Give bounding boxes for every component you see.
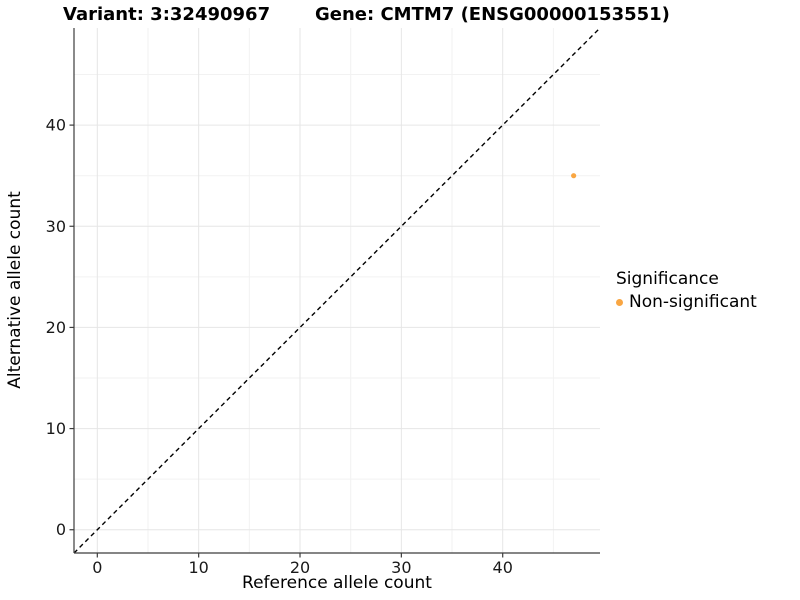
y-tick-label: 40 xyxy=(46,116,66,135)
x-tick-label: 20 xyxy=(290,558,310,577)
y-tick-label: 10 xyxy=(46,419,66,438)
x-tick-label: 10 xyxy=(188,558,208,577)
y-tick-label: 0 xyxy=(56,520,66,539)
y-tick-label: 20 xyxy=(46,318,66,337)
identity-line xyxy=(73,27,601,554)
plot-title-gene: Gene: CMTM7 (ENSG00000153551) xyxy=(315,4,670,25)
legend-title: Significance xyxy=(616,269,719,289)
x-tick-label: 0 xyxy=(92,558,102,577)
legend-item-label: Non-significant xyxy=(629,292,757,312)
x-axis-title: Reference allele count xyxy=(242,573,432,593)
legend-key-dot-icon xyxy=(616,298,623,306)
legend: Significance Non-significant xyxy=(616,269,757,312)
x-tick-label: 40 xyxy=(493,558,513,577)
y-tick-label: 30 xyxy=(46,217,66,236)
plot-title-variant: Variant: 3:32490967 xyxy=(63,4,271,25)
x-tick-label: 30 xyxy=(391,558,411,577)
data-point xyxy=(571,173,577,179)
legend-item: Non-significant xyxy=(616,292,757,312)
y-axis-title: Alternative allele count xyxy=(5,191,25,389)
